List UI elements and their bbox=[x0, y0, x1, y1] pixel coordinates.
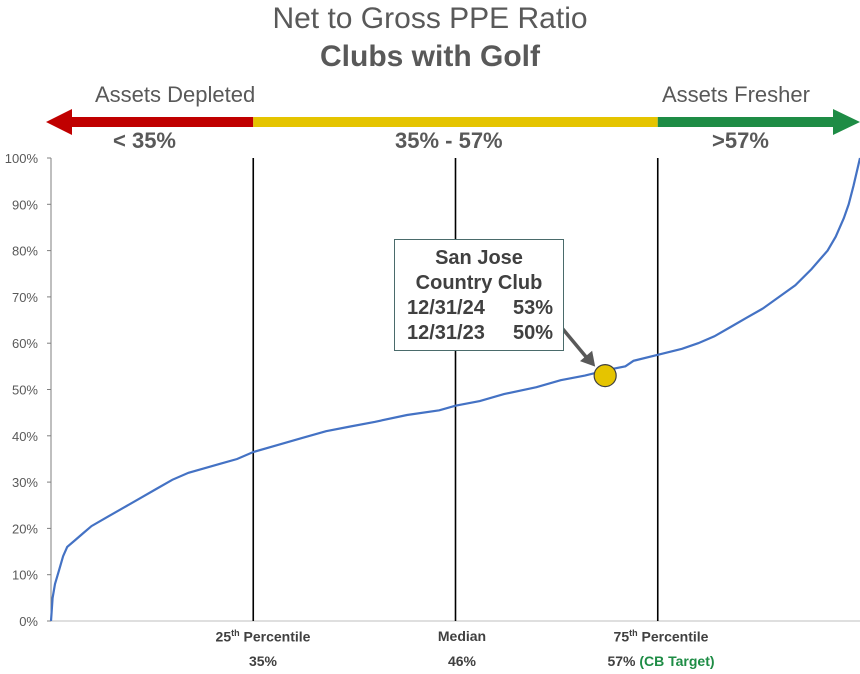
percentile-lines bbox=[252, 158, 659, 621]
percentile-75-value: 57% bbox=[607, 653, 636, 669]
highlight-point-san-jose bbox=[593, 364, 617, 388]
percentile-25-label: 25th Percentile bbox=[215, 628, 311, 645]
callout-date-2024: 12/31/24 bbox=[407, 297, 485, 319]
callout-line1: San Jose bbox=[435, 247, 523, 269]
zone-label-low: < 35% bbox=[113, 128, 176, 153]
callout-date-2023: 12/31/23 bbox=[407, 322, 485, 344]
percentile-75-value-row: 57% (CB Target) bbox=[586, 653, 736, 669]
chart-title: Net to Gross PPE Ratio bbox=[272, 2, 588, 35]
y-tick-label: 100% bbox=[5, 151, 39, 166]
y-tick-label: 80% bbox=[12, 244, 38, 259]
y-tick-label: 20% bbox=[12, 521, 38, 536]
banner-arrowhead-right bbox=[833, 109, 860, 135]
y-tick-label: 0% bbox=[19, 614, 38, 629]
percentile-25-value: 35% bbox=[248, 653, 278, 669]
percentile-75-label: 75th Percentile bbox=[613, 628, 709, 645]
callout-arrowhead bbox=[579, 350, 596, 367]
asset-banner-arrow bbox=[46, 109, 860, 135]
median-value: 46% bbox=[447, 653, 477, 669]
zone-label-high: >57% bbox=[712, 128, 769, 153]
y-tick-label: 30% bbox=[12, 475, 38, 490]
y-tick-label: 60% bbox=[12, 336, 38, 351]
y-tick-label: 70% bbox=[12, 290, 38, 305]
median-label: Median bbox=[437, 628, 487, 644]
callout-row-2023: 12/31/23 50% bbox=[395, 321, 563, 346]
chart-subtitle: Clubs with Golf bbox=[320, 40, 540, 73]
banner-segment-yellow bbox=[253, 117, 658, 127]
annotation-callout: San Jose Country Club 12/31/24 53% 12/31… bbox=[394, 239, 564, 351]
y-tick-label: 40% bbox=[12, 429, 38, 444]
callout-value-2024: 53% bbox=[512, 297, 553, 319]
banner-segment-red bbox=[70, 117, 254, 127]
callout-value-2023: 50% bbox=[512, 322, 553, 344]
banner-segment-green bbox=[657, 117, 835, 127]
assets-depleted-label: Assets Depleted bbox=[95, 82, 256, 107]
assets-fresher-label: Assets Fresher bbox=[662, 82, 810, 107]
zone-label-mid: 35% - 57% bbox=[395, 128, 503, 153]
series-line-ppe-ratio bbox=[49, 157, 860, 622]
callout-row-2024: 12/31/24 53% bbox=[395, 296, 563, 321]
y-tick-label: 50% bbox=[12, 383, 38, 398]
cb-target-note: (CB Target) bbox=[639, 653, 715, 669]
banner-arrowhead-left bbox=[46, 109, 72, 135]
y-axis: 0% 10% 20% 30% 40% 50% 60% 70% 80% 90% 100% bbox=[5, 151, 860, 629]
y-tick-label: 90% bbox=[12, 197, 38, 212]
callout-line2: Country Club bbox=[415, 272, 543, 294]
y-tick-label: 10% bbox=[12, 568, 38, 583]
